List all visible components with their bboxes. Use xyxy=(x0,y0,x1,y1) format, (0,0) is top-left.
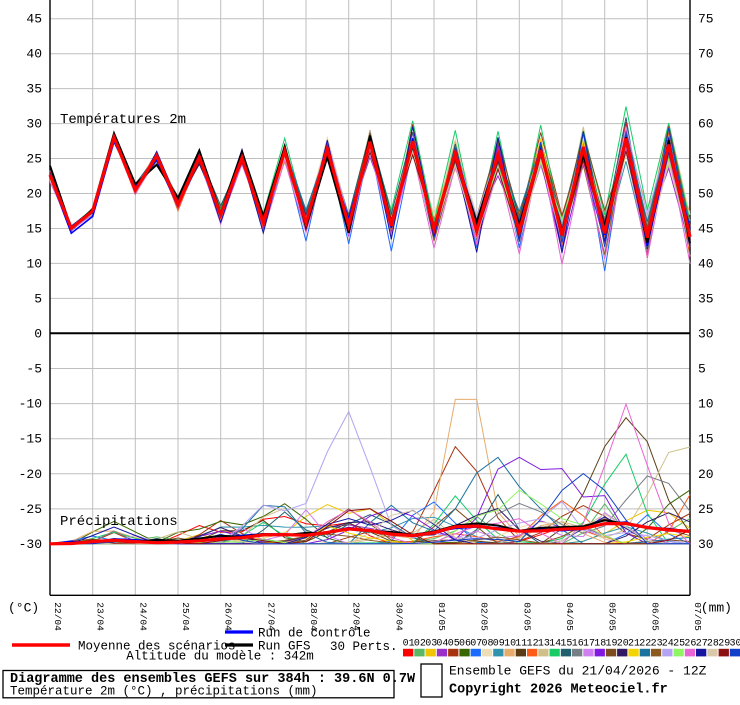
svg-text:02: 02 xyxy=(414,639,426,650)
svg-text:05: 05 xyxy=(448,639,460,650)
svg-text:16: 16 xyxy=(572,639,584,650)
svg-text:01: 01 xyxy=(403,639,415,650)
svg-text:-30: -30 xyxy=(19,537,42,552)
svg-text:26/04: 26/04 xyxy=(223,602,234,631)
svg-text:35: 35 xyxy=(698,291,714,306)
svg-text:06: 06 xyxy=(459,639,471,650)
svg-text:07/05: 07/05 xyxy=(692,602,703,631)
svg-text:65: 65 xyxy=(698,82,714,97)
svg-text:5: 5 xyxy=(34,291,42,306)
svg-text:Précipitations: Précipitations xyxy=(60,514,178,530)
svg-text:03/05: 03/05 xyxy=(521,602,532,631)
svg-text:Ensemble GEFS du 21/04/2026 -: Ensemble GEFS du 21/04/2026 - 12Z xyxy=(449,664,707,679)
svg-text:24: 24 xyxy=(662,639,674,650)
svg-text:5: 5 xyxy=(698,362,706,377)
svg-text:03: 03 xyxy=(425,639,437,650)
svg-text:30: 30 xyxy=(698,537,714,552)
svg-text:(°C): (°C) xyxy=(8,600,39,615)
svg-text:26: 26 xyxy=(684,639,696,650)
svg-text:-10: -10 xyxy=(19,397,42,412)
svg-text:22: 22 xyxy=(639,639,651,650)
svg-text:(mm): (mm) xyxy=(701,600,732,615)
svg-text:22/04: 22/04 xyxy=(52,602,63,631)
svg-text:29: 29 xyxy=(718,639,730,650)
svg-text:20: 20 xyxy=(698,467,714,482)
svg-text:45: 45 xyxy=(26,12,42,27)
svg-text:14: 14 xyxy=(549,639,561,650)
svg-text:Température 2m (°C) , précipit: Température 2m (°C) , précipitations (mm… xyxy=(10,685,318,699)
svg-text:30: 30 xyxy=(698,326,714,341)
svg-text:10: 10 xyxy=(698,397,714,412)
svg-text:70: 70 xyxy=(698,47,714,62)
svg-text:02/05: 02/05 xyxy=(479,602,490,631)
svg-text:40: 40 xyxy=(26,47,42,62)
svg-text:24/04: 24/04 xyxy=(137,602,148,631)
svg-text:-25: -25 xyxy=(19,502,42,517)
svg-text:-15: -15 xyxy=(19,432,42,447)
svg-text:Copyright 2026 Meteociel.fr: Copyright 2026 Meteociel.fr xyxy=(449,683,668,698)
svg-text:25/04: 25/04 xyxy=(180,602,191,631)
svg-text:0: 0 xyxy=(34,326,42,341)
svg-text:60: 60 xyxy=(698,117,714,132)
svg-text:15: 15 xyxy=(26,222,42,237)
svg-text:30/04: 30/04 xyxy=(393,602,404,631)
svg-text:05/05: 05/05 xyxy=(607,602,618,631)
svg-text:23/04: 23/04 xyxy=(95,602,106,631)
svg-text:06/05: 06/05 xyxy=(649,602,660,631)
svg-text:12: 12 xyxy=(527,639,539,650)
svg-text:01/05: 01/05 xyxy=(436,602,447,631)
svg-text:21: 21 xyxy=(628,639,640,650)
svg-text:55: 55 xyxy=(698,152,714,167)
svg-text:18: 18 xyxy=(594,639,606,650)
svg-text:20: 20 xyxy=(26,187,42,202)
svg-text:19: 19 xyxy=(605,639,617,650)
svg-text:15: 15 xyxy=(698,432,714,447)
svg-text:25: 25 xyxy=(698,502,714,517)
svg-text:30: 30 xyxy=(26,117,42,132)
svg-text:75: 75 xyxy=(698,12,714,27)
svg-text:04: 04 xyxy=(436,639,448,650)
svg-text:11: 11 xyxy=(515,639,527,650)
svg-text:08: 08 xyxy=(481,639,493,650)
svg-text:35: 35 xyxy=(26,82,42,97)
svg-text:-5: -5 xyxy=(26,362,42,377)
svg-text:Altitude du modèle : 342m: Altitude du modèle : 342m xyxy=(126,650,314,664)
svg-text:25: 25 xyxy=(673,639,685,650)
svg-text:30: 30 xyxy=(729,639,740,650)
svg-text:27: 27 xyxy=(696,639,708,650)
svg-text:40: 40 xyxy=(698,256,714,271)
svg-text:Températures 2m: Températures 2m xyxy=(60,112,186,128)
svg-text:45: 45 xyxy=(698,222,714,237)
svg-text:15: 15 xyxy=(560,639,572,650)
svg-text:10: 10 xyxy=(26,256,42,271)
svg-text:30 Perts.: 30 Perts. xyxy=(330,640,398,654)
svg-text:50: 50 xyxy=(698,187,714,202)
svg-text:09: 09 xyxy=(493,639,505,650)
svg-text:-20: -20 xyxy=(19,467,42,482)
svg-text:Run de contrôle: Run de contrôle xyxy=(258,627,371,641)
svg-text:28: 28 xyxy=(707,639,719,650)
svg-text:04/05: 04/05 xyxy=(564,602,575,631)
svg-text:25: 25 xyxy=(26,152,42,167)
